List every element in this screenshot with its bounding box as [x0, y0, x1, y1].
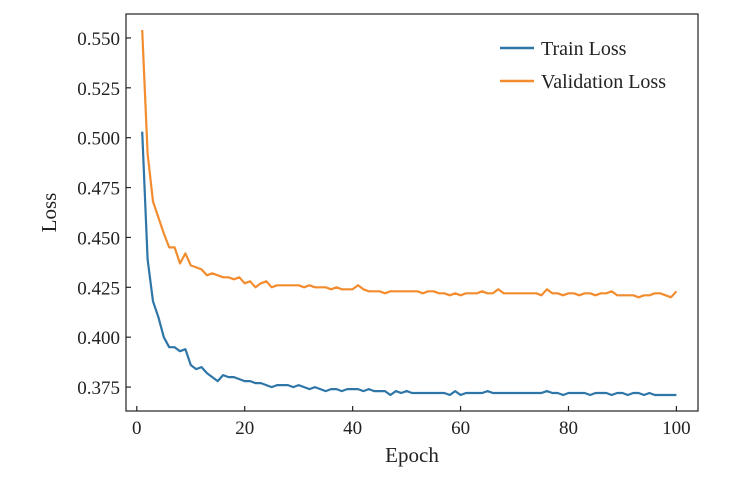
- x-tick-label: 20: [235, 418, 254, 439]
- legend-label-validation-loss: Validation Loss: [541, 71, 666, 93]
- legend: Train Loss Validation Loss: [500, 38, 666, 93]
- series-lines: [141, 29, 678, 397]
- x-tick-label: 100: [662, 418, 691, 439]
- y-axis-label: Loss: [37, 193, 61, 233]
- y-tick-label: 0.525: [77, 79, 120, 100]
- x-tick-label: 80: [559, 418, 578, 439]
- legend-label-train-loss: Train Loss: [541, 38, 627, 60]
- x-tick-label: 60: [451, 418, 470, 439]
- y-tick-label: 0.375: [77, 378, 120, 399]
- y-tick-label: 0.425: [77, 278, 120, 299]
- x-axis-label: Epoch: [385, 443, 439, 467]
- series-line-train-loss: [141, 131, 677, 397]
- y-tick-label: 0.450: [77, 228, 120, 249]
- y-tick-label: 0.475: [77, 179, 120, 200]
- y-axis-ticks: 0.375 0.400 0.425 0.450 0.475 0.500 0.525 0.550: [77, 29, 131, 399]
- series-line-validation-loss: [141, 29, 678, 299]
- y-tick-label: 0.550: [77, 29, 120, 50]
- x-tick-label: 0: [132, 418, 142, 439]
- y-tick-label: 0.500: [77, 129, 120, 150]
- y-tick-label: 0.400: [77, 328, 120, 349]
- plot-frame: [125, 13, 699, 412]
- x-axis-ticks: 0 20 40 60 80 100: [132, 406, 691, 439]
- x-tick-label: 40: [343, 418, 362, 439]
